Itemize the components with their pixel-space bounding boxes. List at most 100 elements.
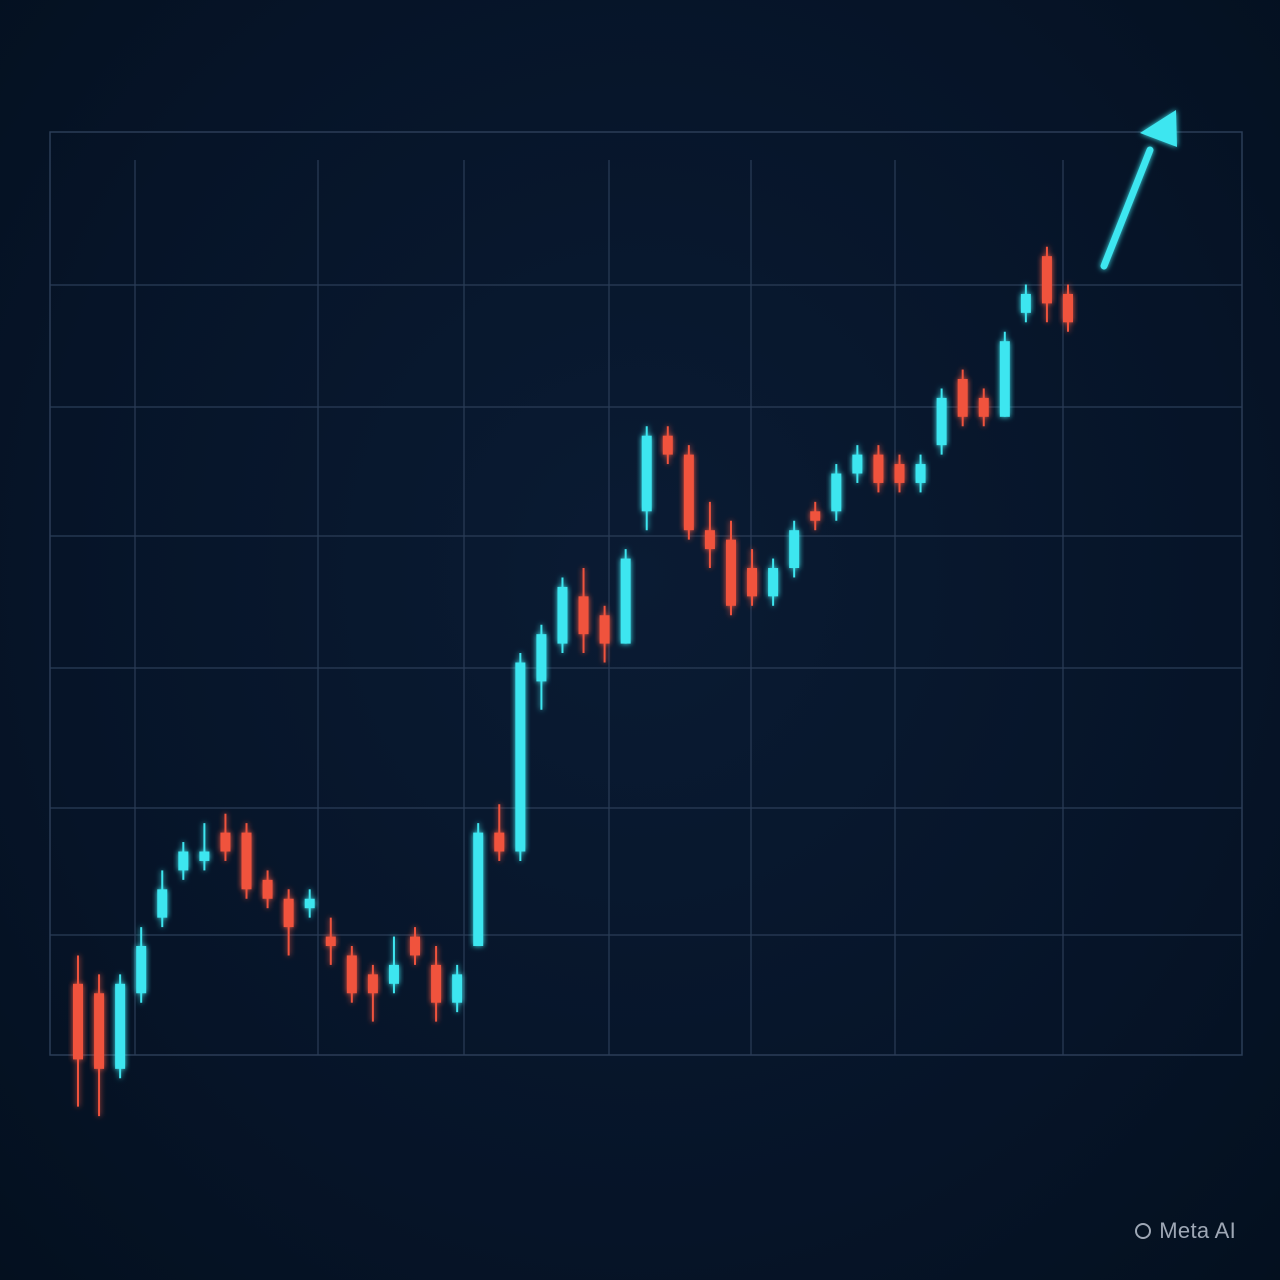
candles-group (73, 246, 1073, 1117)
candle-body (852, 454, 863, 474)
candle (1063, 284, 1073, 332)
candle (662, 426, 673, 465)
candle-body (262, 879, 273, 899)
candle-body (73, 983, 83, 1060)
candle-body (768, 568, 779, 597)
candle (831, 464, 842, 521)
candle-body (304, 898, 315, 909)
candle (957, 369, 968, 427)
candle (136, 927, 147, 1003)
candle (494, 804, 505, 861)
candle-body (683, 454, 694, 531)
candle-body (1041, 256, 1052, 304)
candle (452, 964, 463, 1013)
trend-arrow-head (1140, 110, 1177, 147)
candle-body (178, 851, 189, 871)
candle-body (473, 832, 484, 946)
candle-body (599, 615, 610, 644)
candle (1041, 246, 1052, 323)
candle (199, 823, 210, 871)
candle-body (220, 832, 231, 852)
candle (1020, 284, 1031, 323)
candle-body (136, 946, 147, 994)
candle-body (1020, 293, 1031, 313)
candle-body (115, 983, 126, 1069)
candle-body (410, 936, 421, 956)
candle (94, 974, 105, 1117)
candle (410, 927, 421, 965)
candle-body (452, 974, 463, 1003)
candle (157, 870, 168, 928)
candle (515, 653, 526, 861)
candle (178, 842, 189, 880)
candle-body (662, 435, 673, 455)
candle-body (789, 530, 800, 568)
chart-grid (49, 131, 1243, 1056)
trend-arrow-shape (1100, 110, 1177, 270)
candle (747, 549, 758, 606)
candle-body (936, 397, 947, 446)
candle-body (620, 558, 631, 644)
watermark: Meta AI (1135, 1218, 1236, 1244)
candle (262, 870, 273, 909)
candle-body (831, 473, 842, 512)
candle-body (957, 379, 968, 417)
candle-body (431, 964, 442, 1003)
candle-body (641, 435, 652, 512)
candle (810, 501, 821, 531)
candle-body (494, 832, 505, 852)
candle (431, 946, 442, 1022)
candle-body (578, 596, 589, 635)
candle-body (199, 851, 210, 861)
trend-arrow (1100, 110, 1177, 270)
candle (367, 964, 378, 1022)
candle (241, 823, 252, 899)
candle (325, 917, 336, 965)
candle-body (810, 511, 821, 521)
candle-body (915, 464, 926, 483)
candle-body (725, 539, 736, 606)
candle (283, 889, 294, 956)
candle-body (157, 889, 168, 918)
candle-body (241, 832, 252, 890)
candle (536, 624, 547, 710)
candle (557, 577, 568, 654)
candle (725, 520, 736, 616)
candle (304, 889, 315, 918)
candle (641, 426, 652, 531)
candle-body (747, 568, 758, 597)
candle (346, 946, 357, 1003)
candle (683, 445, 694, 540)
candle-body (325, 936, 336, 946)
candle (620, 549, 631, 644)
candle (578, 568, 589, 654)
candle-body (367, 974, 378, 994)
candle (936, 388, 947, 455)
grid-frame (49, 131, 1243, 1056)
candle-body (515, 662, 526, 852)
candle-body (536, 634, 547, 682)
candle-body (1063, 293, 1073, 323)
candle (873, 445, 884, 493)
candle (978, 388, 989, 427)
candle-body (346, 955, 357, 994)
candle (388, 936, 399, 994)
candle-body (388, 964, 399, 984)
watermark-label: Meta AI (1159, 1218, 1236, 1243)
candle-body (978, 397, 989, 417)
candle (704, 501, 715, 568)
candle-body (283, 898, 294, 928)
trend-arrow-shaft (1100, 146, 1154, 270)
candle (894, 454, 905, 493)
candle-body (873, 454, 884, 483)
candle (473, 823, 484, 946)
candle (789, 520, 800, 578)
candle (599, 605, 610, 663)
candle (220, 813, 231, 861)
meta-ring-icon (1135, 1223, 1152, 1239)
candle-body (704, 530, 715, 550)
candle (768, 558, 779, 606)
candle (999, 331, 1010, 417)
